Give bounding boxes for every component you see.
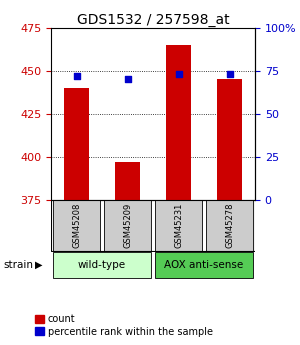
Legend: count, percentile rank within the sample: count, percentile rank within the sample — [35, 314, 212, 337]
Point — [227, 71, 232, 77]
Bar — [104, 200, 151, 251]
Text: GSM45231: GSM45231 — [174, 203, 183, 248]
Bar — [115, 162, 140, 200]
Bar — [53, 200, 100, 251]
Text: wild-type: wild-type — [78, 260, 126, 270]
Bar — [217, 79, 242, 200]
Bar — [166, 45, 191, 200]
Bar — [53, 252, 151, 278]
Title: GDS1532 / 257598_at: GDS1532 / 257598_at — [77, 12, 229, 27]
Text: GSM45208: GSM45208 — [72, 203, 81, 248]
Point — [176, 71, 181, 77]
Bar — [64, 88, 89, 200]
Bar — [206, 200, 253, 251]
Bar — [155, 200, 202, 251]
Text: AOX anti-sense: AOX anti-sense — [164, 260, 244, 270]
Text: GSM45209: GSM45209 — [123, 203, 132, 248]
Text: ▶: ▶ — [34, 260, 42, 270]
Point — [125, 77, 130, 82]
Text: strain: strain — [3, 260, 33, 270]
Point — [74, 73, 79, 79]
Bar — [155, 252, 253, 278]
Text: GSM45278: GSM45278 — [225, 203, 234, 248]
